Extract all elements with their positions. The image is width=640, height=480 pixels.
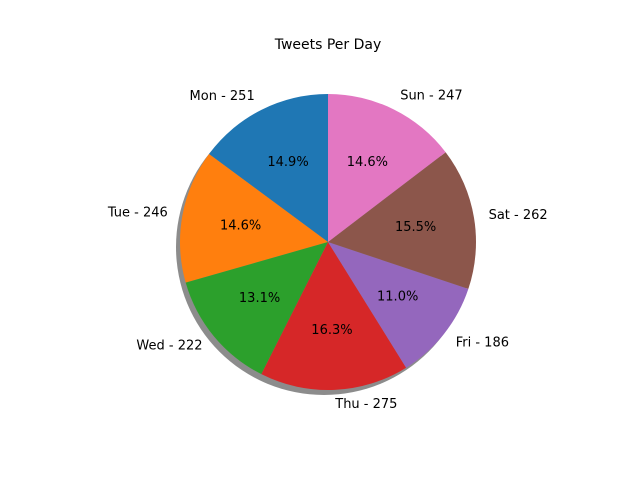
slice-percent-thu: 16.3% xyxy=(311,323,352,338)
pie-slice-fri xyxy=(328,242,469,368)
slice-percent-sun: 14.6% xyxy=(347,155,388,170)
pie-slice-wed xyxy=(185,242,328,375)
pie-slice-sat xyxy=(328,152,476,289)
slice-label-sun: Sun - 247 xyxy=(400,89,463,104)
slice-percent-fri: 11.0% xyxy=(377,290,418,305)
pie-slices xyxy=(180,94,476,391)
pie-slice-mon xyxy=(209,94,328,242)
slice-percent-sat: 15.5% xyxy=(395,220,436,235)
pie-labels: Mon - 251 14.9% Tue - 246 14.6% Wed - 222 13.… xyxy=(107,89,548,413)
slice-percent-mon: 14.9% xyxy=(267,155,308,170)
slice-percent-wed: 13.1% xyxy=(239,291,280,306)
slice-label-fri: Fri - 186 xyxy=(456,335,509,350)
slice-label-wed: Wed - 222 xyxy=(136,338,202,353)
pie-slice-tue xyxy=(180,153,328,283)
slice-label-mon: Mon - 251 xyxy=(190,89,255,104)
slice-label-tue: Tue - 246 xyxy=(107,205,168,220)
pie-slice-sun xyxy=(328,94,446,242)
pie-slice-thu xyxy=(261,242,407,391)
slice-label-sat: Sat - 262 xyxy=(489,208,548,223)
slice-percent-tue: 14.6% xyxy=(220,219,261,234)
slice-label-thu: Thu - 275 xyxy=(334,397,397,412)
chart-title: Tweets Per Day xyxy=(274,37,382,53)
